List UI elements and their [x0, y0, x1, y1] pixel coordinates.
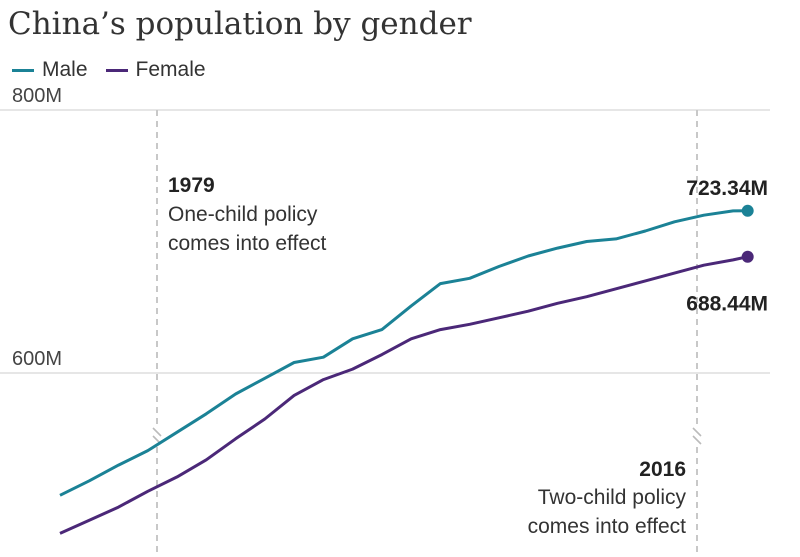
- annotation-text: comes into effect: [528, 515, 687, 538]
- legend-swatch-female: [105, 68, 128, 72]
- axis-break-mark: [692, 427, 702, 445]
- legend-label-male: Male: [42, 58, 88, 81]
- series-layer: [59, 204, 754, 535]
- legend-item-female: Female: [105, 58, 206, 82]
- annotation-layer: 1979 One-child policy comes into effect 201…: [152, 110, 702, 557]
- legend-item-male: Male: [12, 58, 88, 82]
- label-layer: 723.34M 688.44M: [686, 177, 768, 316]
- grid-layer: 800M 600M: [0, 85, 770, 374]
- series-line-female: [59, 255, 749, 535]
- series-line-male: [59, 209, 748, 497]
- annotation-text: Two-child policy: [538, 486, 687, 509]
- end-point-female: [741, 250, 754, 263]
- end-point-male: [741, 204, 754, 217]
- annotation-year: 2016: [639, 458, 686, 481]
- legend-label-female: Female: [135, 58, 206, 81]
- legend: Male Female: [12, 58, 206, 82]
- annotation-year: 1979: [168, 174, 215, 197]
- end-value-label: 688.44M: [686, 293, 768, 316]
- y-tick-label: 800M: [12, 85, 62, 107]
- annotation-text: comes into effect: [168, 232, 327, 255]
- end-value-label: 723.34M: [686, 177, 768, 200]
- legend-swatch-male: [12, 68, 34, 72]
- chart-title: China’s population by gender: [8, 6, 472, 42]
- annotation-text: One-child policy: [168, 203, 318, 226]
- y-tick-label: 600M: [12, 348, 62, 370]
